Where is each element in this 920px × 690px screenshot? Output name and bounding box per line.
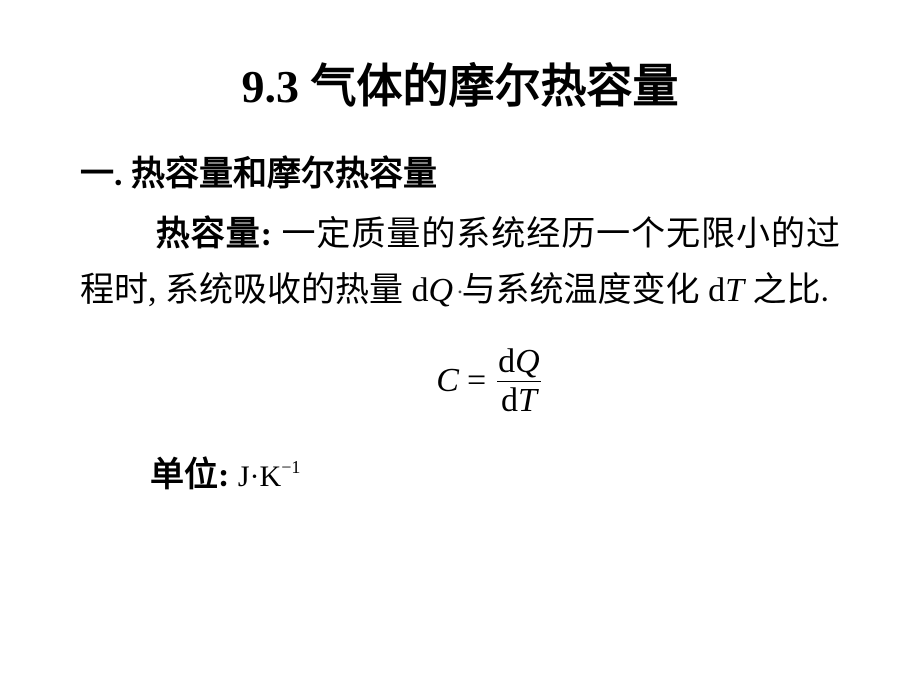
unit-K: K [260,460,282,493]
body-part2: 与系统温度变化 [453,272,708,309]
dQ-d: d [412,272,429,309]
formula-fraction: dQ dT [494,344,544,418]
dT-d: d [708,272,725,309]
frac-den-d: d [501,382,518,419]
body-part3: 之比. [744,272,829,309]
frac-num-Q: Q [515,343,540,380]
frac-num-d: d [498,343,515,380]
unit-line: 单位: J·K−1 [0,439,920,496]
unit-exp: −1 [281,457,300,477]
formula-block: C = dQ dT [0,319,920,438]
body-paragraph: 热容量: 一定质量的系统经历一个无限小的过程时, 系统吸收的热量 dQ 与系统温… [0,207,920,319]
page-title: 9.3 气体的摩尔热容量 [0,0,920,146]
section-heading: 一. 热容量和摩尔热容量 [0,146,920,207]
unit-dot: · [250,460,260,493]
term-label: 热容量: [155,216,272,253]
center-mark: • [458,285,462,300]
unit-label: 单位: [150,457,229,494]
dQ-Q: Q [429,272,454,309]
formula-eq: = [467,362,486,400]
unit-J: J [238,460,250,493]
frac-den-T: T [518,382,537,419]
formula-C: C [436,362,459,400]
dT-T: T [725,272,744,309]
